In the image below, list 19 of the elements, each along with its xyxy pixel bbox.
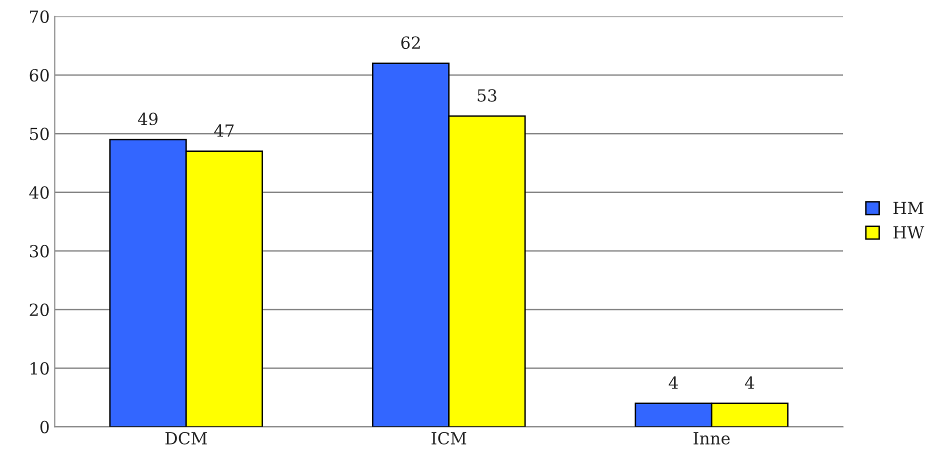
x-tick-label: DCM [165,432,207,445]
y-tick-label: 70 [30,10,49,23]
y-tick-label: 20 [30,304,49,316]
y-tick-label: 10 [30,362,49,375]
y-tick-label: 0 [40,420,49,434]
data-label: 62 [401,36,420,49]
legend-label: HW [893,226,924,238]
y-tick-label: 60 [30,69,49,82]
legend-label: HM [893,202,924,214]
data-label: 4 [668,376,678,389]
data-label: 47 [214,124,234,137]
y-tick-label: 50 [30,128,49,140]
x-tick-label: Inne [694,432,730,445]
x-tick-label: ICM [432,432,466,445]
y-tick-label: 30 [30,244,49,258]
y-tick-label: 40 [29,186,49,199]
data-label: 53 [478,89,496,102]
data-label: 49 [138,112,158,126]
data-label: 4 [744,376,754,389]
